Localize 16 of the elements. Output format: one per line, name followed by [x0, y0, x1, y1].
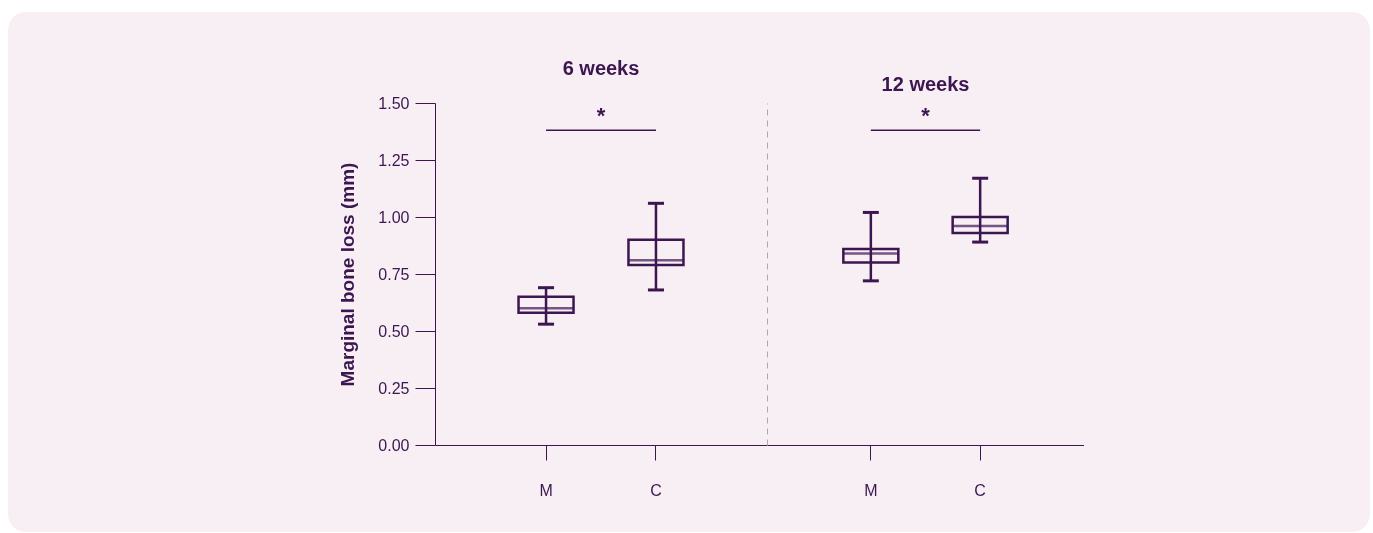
y-axis-title: Marginal bone loss (mm): [337, 162, 359, 387]
chart-title: 6 weeks: [562, 57, 640, 79]
x-tick-label: M: [864, 481, 878, 499]
y-tick-label: 1.50: [378, 94, 410, 112]
chart-title: 12 weeks: [881, 73, 970, 95]
annotation: *: [921, 103, 931, 129]
annotation: *: [596, 103, 606, 129]
y-tick-label: 0.25: [378, 379, 410, 397]
x-tick-label: C: [974, 481, 986, 499]
x-tick-label: M: [539, 481, 553, 499]
y-tick-label: 0.75: [378, 265, 410, 283]
x-tick-label: C: [650, 481, 662, 499]
y-tick-label: 1.25: [378, 151, 410, 169]
y-tick-label: 0.00: [378, 436, 410, 454]
y-tick-label: 1.00: [378, 208, 410, 226]
y-tick-label: 0.50: [378, 322, 410, 340]
